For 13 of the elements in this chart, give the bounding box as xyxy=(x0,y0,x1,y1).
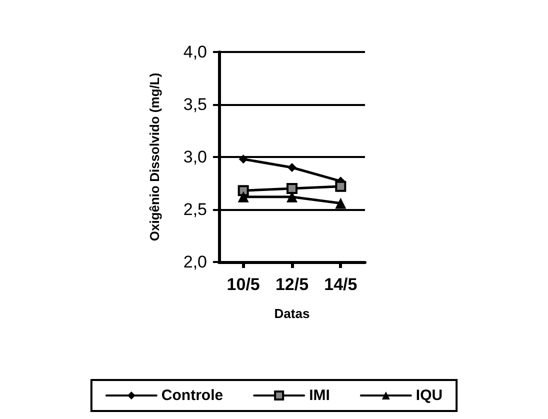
y-tick-label: 4,0 xyxy=(183,42,207,62)
y-axis-title: Oxigênio Dissolvido (mg/L) xyxy=(147,72,162,242)
y-tick-label: 3,0 xyxy=(183,148,207,166)
legend-label: Controle xyxy=(161,387,224,404)
legend-label: IMI xyxy=(309,387,330,404)
x-axis-title: Datas xyxy=(274,306,310,321)
y-tick-label: 3,5 xyxy=(183,95,207,114)
y-tick-label: 2,5 xyxy=(183,200,207,219)
y-tick-label: 2,0 xyxy=(183,252,207,272)
x-tick-label: 12/5 xyxy=(275,275,309,294)
x-tick-label: 14/5 xyxy=(324,275,358,294)
x-tick-label: 10/5 xyxy=(226,275,260,294)
legend-label: IQU xyxy=(416,387,443,404)
